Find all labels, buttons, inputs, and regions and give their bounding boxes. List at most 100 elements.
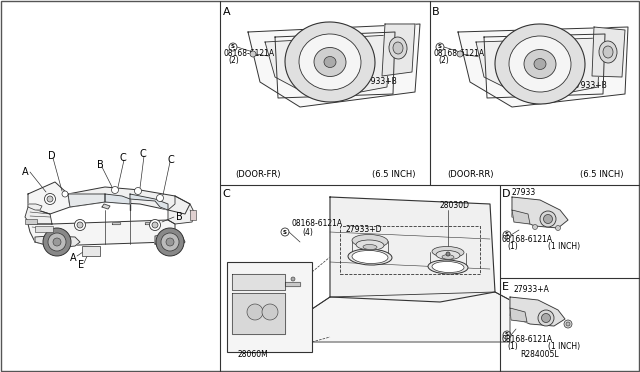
Ellipse shape bbox=[436, 250, 460, 260]
Circle shape bbox=[543, 215, 552, 224]
Text: 27933: 27933 bbox=[512, 188, 536, 197]
Polygon shape bbox=[35, 236, 80, 247]
Circle shape bbox=[111, 186, 118, 193]
Circle shape bbox=[532, 224, 538, 230]
Ellipse shape bbox=[389, 37, 407, 59]
Ellipse shape bbox=[442, 255, 454, 259]
Polygon shape bbox=[458, 27, 628, 107]
Text: D: D bbox=[48, 151, 56, 161]
Circle shape bbox=[53, 238, 61, 246]
Circle shape bbox=[161, 233, 179, 251]
Polygon shape bbox=[68, 194, 105, 207]
Text: S: S bbox=[505, 232, 509, 237]
Ellipse shape bbox=[314, 48, 346, 77]
Text: (1 INCH): (1 INCH) bbox=[548, 341, 580, 350]
Circle shape bbox=[564, 320, 572, 328]
Circle shape bbox=[43, 228, 71, 256]
Polygon shape bbox=[155, 234, 185, 246]
Circle shape bbox=[540, 211, 556, 227]
Text: S: S bbox=[438, 45, 442, 49]
Circle shape bbox=[134, 187, 141, 195]
Ellipse shape bbox=[534, 58, 546, 70]
Polygon shape bbox=[265, 35, 390, 100]
Text: A: A bbox=[223, 7, 230, 17]
Text: B: B bbox=[97, 160, 104, 170]
Text: (1): (1) bbox=[507, 243, 518, 251]
Ellipse shape bbox=[363, 244, 377, 250]
Text: (2): (2) bbox=[228, 57, 239, 65]
Ellipse shape bbox=[524, 49, 556, 78]
Text: 27933+B: 27933+B bbox=[572, 80, 608, 90]
Bar bbox=[340, 226, 480, 274]
Polygon shape bbox=[102, 204, 110, 209]
Circle shape bbox=[446, 252, 450, 256]
Circle shape bbox=[47, 196, 53, 202]
Text: 27933+B: 27933+B bbox=[362, 77, 397, 87]
Polygon shape bbox=[28, 204, 42, 210]
Circle shape bbox=[77, 222, 83, 228]
Circle shape bbox=[291, 277, 295, 281]
Ellipse shape bbox=[432, 247, 464, 257]
Text: (1 INCH): (1 INCH) bbox=[548, 243, 580, 251]
Text: 08168-6121A: 08168-6121A bbox=[502, 235, 553, 244]
Polygon shape bbox=[232, 274, 285, 290]
Polygon shape bbox=[592, 27, 625, 77]
Polygon shape bbox=[476, 38, 600, 100]
Polygon shape bbox=[145, 222, 153, 224]
Circle shape bbox=[156, 228, 184, 256]
Polygon shape bbox=[105, 194, 130, 204]
Circle shape bbox=[45, 193, 56, 205]
Polygon shape bbox=[112, 222, 120, 224]
Ellipse shape bbox=[356, 240, 384, 250]
Text: (1): (1) bbox=[507, 341, 518, 350]
Text: C: C bbox=[168, 155, 175, 165]
Circle shape bbox=[250, 51, 256, 57]
Polygon shape bbox=[248, 24, 420, 107]
Text: 27933+D: 27933+D bbox=[345, 224, 381, 234]
Ellipse shape bbox=[432, 262, 464, 273]
Text: 28030D: 28030D bbox=[440, 201, 470, 209]
Text: D: D bbox=[502, 189, 511, 199]
Polygon shape bbox=[510, 297, 565, 326]
Circle shape bbox=[157, 195, 163, 202]
Polygon shape bbox=[28, 220, 175, 246]
Circle shape bbox=[74, 219, 86, 231]
Text: S: S bbox=[505, 333, 509, 337]
Ellipse shape bbox=[299, 34, 361, 90]
Text: A: A bbox=[22, 167, 29, 177]
Text: B: B bbox=[432, 7, 440, 17]
Text: C: C bbox=[120, 153, 127, 163]
Circle shape bbox=[48, 233, 66, 251]
Text: 08168-6121A: 08168-6121A bbox=[292, 219, 343, 228]
Polygon shape bbox=[28, 182, 70, 214]
Text: S: S bbox=[283, 230, 287, 234]
Text: C: C bbox=[140, 149, 147, 159]
Text: (DOOR-RR): (DOOR-RR) bbox=[447, 170, 493, 180]
Circle shape bbox=[538, 310, 554, 326]
Polygon shape bbox=[512, 210, 530, 224]
Polygon shape bbox=[232, 293, 285, 334]
Ellipse shape bbox=[495, 24, 585, 104]
Text: (6.5 INCH): (6.5 INCH) bbox=[580, 170, 623, 180]
Text: C: C bbox=[222, 189, 230, 199]
Text: (4): (4) bbox=[302, 228, 313, 237]
Polygon shape bbox=[130, 194, 168, 210]
Ellipse shape bbox=[393, 42, 403, 54]
Ellipse shape bbox=[324, 57, 336, 67]
Circle shape bbox=[541, 314, 550, 323]
Ellipse shape bbox=[285, 22, 375, 102]
Text: 08168-6121A: 08168-6121A bbox=[502, 334, 553, 343]
Text: B: B bbox=[176, 212, 183, 222]
Polygon shape bbox=[25, 207, 52, 224]
Text: 28060M: 28060M bbox=[238, 350, 269, 359]
Text: R284005L: R284005L bbox=[520, 350, 559, 359]
Bar bbox=[25, 219, 37, 224]
Circle shape bbox=[152, 222, 158, 228]
Text: 27933+A: 27933+A bbox=[513, 285, 549, 294]
Text: S: S bbox=[231, 45, 235, 49]
Text: 08168-6121A: 08168-6121A bbox=[433, 49, 484, 58]
Ellipse shape bbox=[599, 41, 617, 63]
Text: (6.5 INCH): (6.5 INCH) bbox=[372, 170, 415, 180]
Polygon shape bbox=[382, 24, 415, 76]
Text: A: A bbox=[70, 253, 77, 263]
